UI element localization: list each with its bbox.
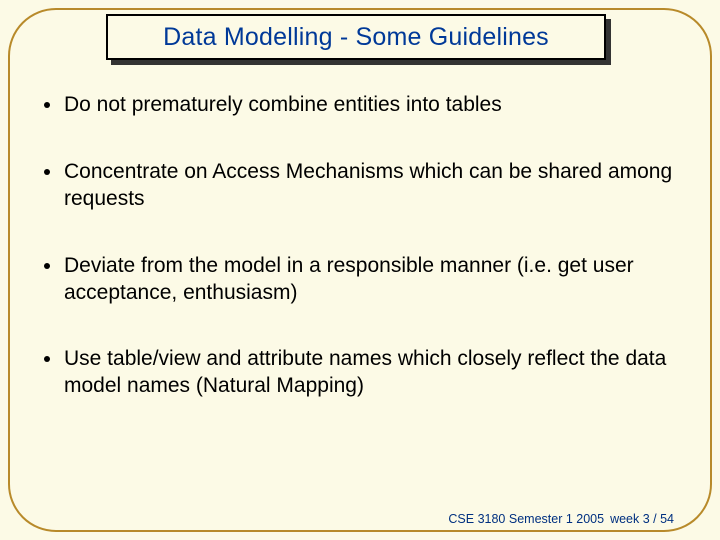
slide-title: Data Modelling - Some Guidelines: [163, 23, 549, 52]
bullet-text: Concentrate on Access Mechanisms which c…: [64, 159, 684, 213]
list-item: Do not prematurely combine entities into…: [44, 92, 684, 119]
bullet-icon: [44, 263, 50, 269]
slide-footer: CSE 3180 Semester 1 2005 week 3 / 54: [448, 512, 674, 526]
title-box: Data Modelling - Some Guidelines: [106, 14, 606, 60]
list-item: Concentrate on Access Mechanisms which c…: [44, 159, 684, 213]
footer-page: week 3 / 54: [610, 512, 674, 526]
bullet-text: Do not prematurely combine entities into…: [64, 92, 684, 119]
bullet-icon: [44, 356, 50, 362]
bullet-list: Do not prematurely combine entities into…: [44, 92, 684, 440]
list-item: Deviate from the model in a responsible …: [44, 253, 684, 307]
bullet-text: Use table/view and attribute names which…: [64, 346, 684, 400]
bullet-icon: [44, 102, 50, 108]
list-item: Use table/view and attribute names which…: [44, 346, 684, 400]
bullet-icon: [44, 169, 50, 175]
bullet-text: Deviate from the model in a responsible …: [64, 253, 684, 307]
footer-course: CSE 3180 Semester 1 2005: [448, 512, 604, 526]
